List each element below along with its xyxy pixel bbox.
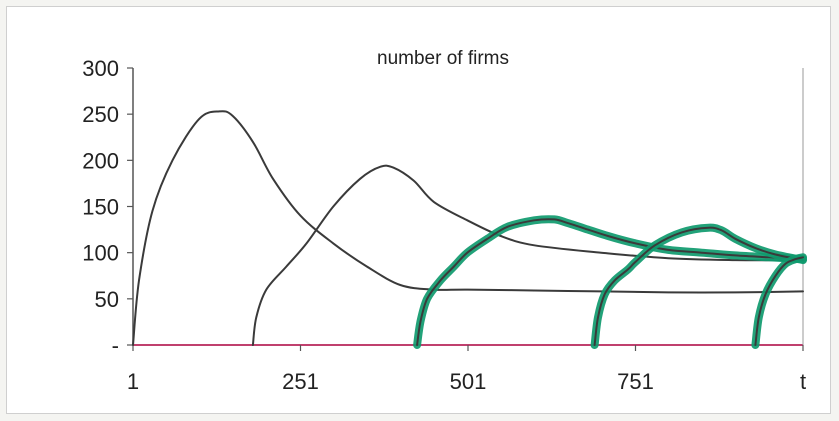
- axes: 300 250 200 150 100 50 -1 251 501 751 t: [82, 56, 806, 394]
- y-tick-label: 300: [82, 56, 119, 81]
- x-tick-label: t: [800, 369, 806, 394]
- y-tick-label: 150: [82, 195, 119, 220]
- series-4-line: [593, 226, 804, 346]
- series-layer: [132, 110, 807, 349]
- y-tick-label: 50: [95, 287, 119, 312]
- x-tick-label: 501: [450, 369, 487, 394]
- series-2-line: [251, 164, 804, 346]
- y-tick-label: 200: [82, 148, 119, 173]
- series-5-line: [754, 256, 804, 346]
- x-tick-label: 251: [282, 369, 319, 394]
- y-tick-label: 250: [82, 102, 119, 127]
- x-tick-label: 751: [617, 369, 654, 394]
- y-tick-label: -: [112, 333, 119, 358]
- series-1-line: [132, 110, 804, 346]
- y-tick-label: 100: [82, 241, 119, 266]
- chart-title: number of firms: [377, 48, 509, 69]
- x-tick-label: 1: [127, 369, 139, 394]
- series-3-line: [416, 218, 804, 346]
